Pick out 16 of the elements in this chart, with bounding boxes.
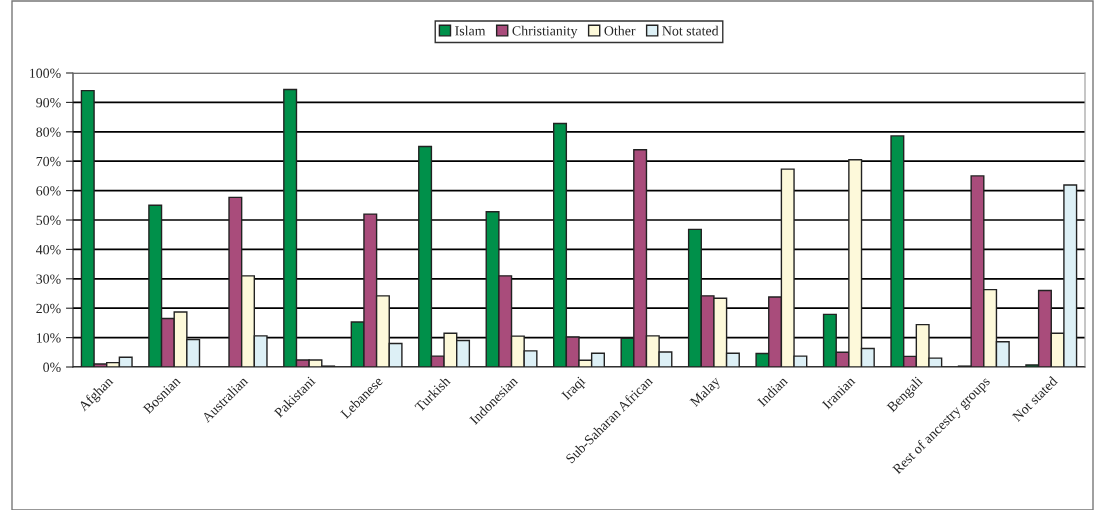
- legend-label: Not stated: [662, 25, 719, 36]
- y-tick-label: 90%: [36, 97, 61, 108]
- legend-label: Other: [604, 25, 636, 36]
- y-tick-label: 100%: [30, 68, 61, 78]
- y-tick-label: 20%: [36, 303, 61, 314]
- legend-label: Islam: [455, 25, 486, 36]
- y-tick-label: 10%: [36, 333, 61, 343]
- y-tick-label: 40%: [36, 244, 61, 255]
- y-tick-label: 30%: [36, 274, 61, 284]
- y-tick-label: 50%: [36, 215, 61, 225]
- y-tick-label: 0%: [43, 362, 61, 372]
- y-tick-label: 70%: [36, 156, 61, 167]
- legend-label: Christianity: [512, 25, 578, 39]
- y-tick-label: 60%: [36, 186, 61, 196]
- x-tick-label: Iraqi: [561, 375, 588, 403]
- y-tick-label: 80%: [36, 127, 61, 137]
